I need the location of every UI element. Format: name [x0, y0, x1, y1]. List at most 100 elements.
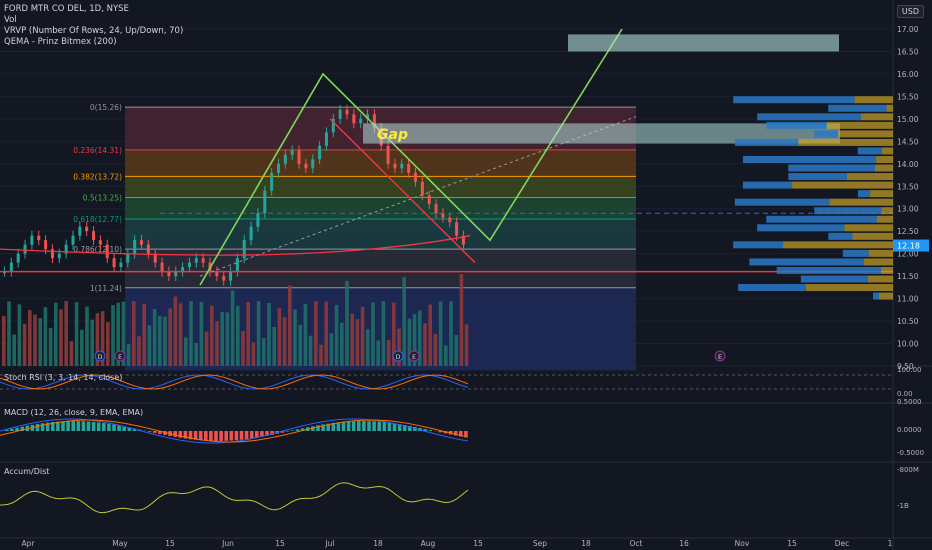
volume-bar: [59, 309, 63, 366]
symbol-title[interactable]: FORD MTR CO DEL, 1D, NYSE: [4, 4, 129, 14]
current-price-label: 12.18: [897, 242, 920, 251]
macd-histogram-bar: [249, 431, 254, 439]
vrvp-bar-up: [742, 181, 793, 189]
macd-histogram-bar: [56, 421, 60, 431]
candle-body: [352, 114, 356, 124]
vrvp-bar-up: [733, 241, 784, 249]
macd-histogram-bar: [229, 431, 234, 441]
volume-bar: [381, 301, 386, 366]
vrvp-bar-up: [766, 215, 877, 223]
candle-body: [105, 244, 109, 259]
time-tick-label: 1: [888, 539, 893, 548]
candle-body: [372, 114, 376, 128]
time-tick-label: 15: [275, 539, 285, 548]
volume-bar: [173, 296, 178, 366]
volume-bar: [288, 285, 292, 366]
candle-body: [448, 217, 452, 223]
vrvp-bar-up: [814, 130, 839, 138]
macd-signal-line: [0, 419, 469, 443]
volume-bar: [48, 328, 53, 366]
macd-histogram-bar: [66, 421, 70, 431]
macd-histogram-bar: [423, 428, 427, 431]
volume-bar: [449, 301, 453, 366]
price-tick-label: 13.50: [897, 182, 919, 191]
macd-histogram-bar: [20, 426, 24, 431]
macd-histogram-bar: [285, 431, 290, 432]
vrvp-bar-up: [842, 249, 869, 257]
price-tick-label: 17.00: [897, 25, 919, 34]
vrvp-indicator-label[interactable]: VRVP (Number Of Rows, 24, Up/Down, 70): [4, 26, 184, 36]
volume-bar: [69, 341, 74, 366]
macd-histogram-bar: [351, 421, 356, 431]
time-tick-label: Sep: [533, 539, 547, 548]
volume-bar: [194, 342, 198, 366]
candle-body: [229, 271, 233, 281]
vrvp-bar-up: [733, 96, 855, 104]
macd-histogram-bar: [265, 431, 269, 436]
volume-bar: [241, 331, 245, 366]
candle-body: [146, 244, 150, 254]
volume-bar: [43, 307, 48, 366]
volume-bar: [28, 310, 32, 366]
vrvp-bar-down: [838, 130, 893, 138]
vrvp-bar-down: [792, 181, 893, 189]
volume-bar: [308, 335, 313, 366]
volume-bar: [345, 280, 349, 366]
event-marker: [714, 350, 726, 362]
candle-body: [78, 226, 82, 236]
candle-body: [256, 213, 260, 227]
macd-histogram-bar: [459, 431, 463, 437]
macd-tick: 0.0000: [897, 426, 922, 434]
vrvp-bar-up: [742, 155, 877, 163]
volume-bar: [178, 303, 183, 366]
accum-dist-label[interactable]: Accum/Dist: [4, 467, 50, 476]
target-zone: [568, 34, 839, 52]
volume-bar: [137, 336, 141, 366]
macd-histogram-bar: [234, 431, 239, 441]
time-tick-label: 15: [787, 539, 797, 548]
qema-indicator-label[interactable]: QEMA - Prinz Bitmex (200): [4, 37, 117, 47]
stoch-tick: 0.00: [897, 390, 913, 398]
time-tick-label: Dec: [835, 539, 850, 548]
volume-bar: [215, 321, 219, 366]
vrvp-bar-up: [857, 190, 871, 198]
currency-button[interactable]: USD: [896, 5, 924, 18]
stoch-rsi-label[interactable]: Stoch RSI (3, 3, 14, 14, close): [4, 373, 123, 382]
time-tick-label: 15: [165, 539, 175, 548]
macd-histogram-bar: [153, 431, 157, 433]
volume-bar: [282, 317, 287, 366]
vrvp-bar-up: [734, 138, 799, 146]
event-marker-label: D: [395, 353, 400, 361]
volume-bar: [267, 303, 271, 366]
stoch-k-line: [0, 374, 469, 390]
volume-bar: [251, 342, 256, 366]
macd-label[interactable]: MACD (12, 26, close, 9, EMA, EMA): [4, 408, 144, 417]
volume-bar: [95, 313, 100, 366]
candle-body: [359, 118, 363, 124]
macd-histogram-bar: [214, 431, 218, 441]
macd-histogram-bar: [15, 427, 19, 431]
volume-bar: [366, 329, 370, 366]
macd-histogram-bar: [219, 431, 223, 441]
candle-body: [407, 163, 411, 173]
macd-histogram-bar: [224, 431, 228, 441]
vrvp-bar-up: [828, 104, 887, 112]
volume-bar: [163, 316, 167, 366]
macd-histogram-bar: [86, 421, 91, 431]
macd-histogram-bar: [178, 431, 183, 438]
time-tick-label: Oct: [630, 539, 643, 548]
volume-bar: [210, 305, 214, 366]
vrvp-bar-up: [857, 147, 882, 155]
volume-bar: [459, 274, 464, 366]
volume-bar: [152, 308, 157, 366]
volume-bar: [392, 302, 396, 366]
volume-indicator-label[interactable]: Vol: [4, 15, 17, 25]
volume-bar: [116, 302, 120, 366]
candle-body: [37, 235, 41, 241]
vrvp-bar-up: [734, 198, 830, 206]
volume-bar: [407, 318, 412, 366]
price-tick-label: 15.00: [897, 115, 919, 124]
current-price-badge: [893, 239, 929, 252]
